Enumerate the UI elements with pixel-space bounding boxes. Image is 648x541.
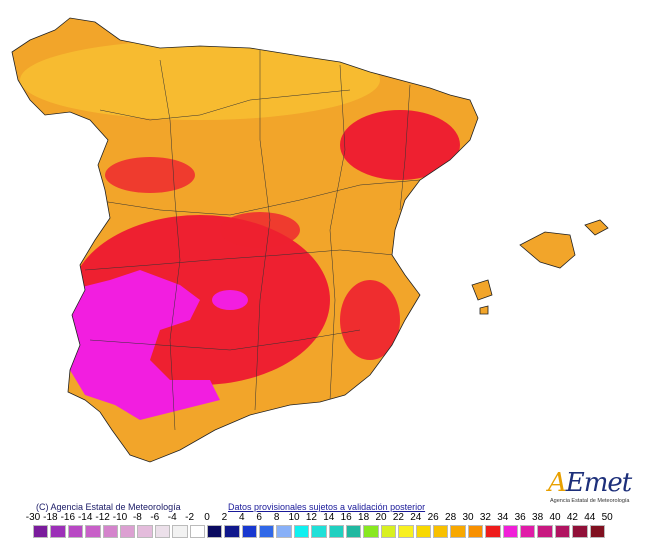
cool-north-zone (20, 40, 380, 120)
legend-swatch (154, 525, 171, 538)
legend-swatch (276, 525, 292, 538)
legend-tick-label: -14 (77, 512, 93, 523)
legend-tick-label: 42 (566, 512, 578, 523)
legend-swatch (189, 525, 205, 538)
legend-swatch (589, 525, 605, 538)
legend-tick-label: 32 (479, 512, 491, 523)
spain-temperature-map (11, 17, 609, 463)
legend-tick-label: 8 (273, 512, 280, 523)
provisional-data-link[interactable]: Datos provisionales sujetos a validación… (228, 502, 426, 512)
legend-swatch (137, 525, 153, 538)
legend-tick-label: 38 (532, 512, 544, 523)
legend-tick-label: 18 (358, 512, 370, 523)
hot-zone-center (220, 212, 300, 248)
legend-swatch (554, 525, 571, 538)
legend-tick-label: -2 (185, 512, 195, 523)
legend-tick-label: -8 (132, 512, 142, 523)
legend-tick-label: -16 (60, 512, 76, 523)
legend-swatch (328, 525, 345, 538)
logo-subtitle: Agencia Estatal de Meteorología (550, 498, 630, 504)
legend-tick-label: 22 (392, 512, 404, 523)
legend-swatch (346, 525, 362, 538)
legend-swatch (259, 525, 275, 538)
copyright-credit: (C) Agencia Estatal de Meteorología (36, 502, 181, 512)
legend-tick-label: 24 (410, 512, 422, 523)
temperature-legend-bar (33, 525, 607, 538)
legend-tick-label: 20 (375, 512, 387, 523)
legend-swatch (224, 525, 240, 538)
legend-swatch (102, 525, 118, 538)
legend-tick-label: -12 (95, 512, 110, 523)
legend-swatch (67, 525, 84, 538)
legend-swatch (241, 525, 258, 538)
legend-swatch (467, 525, 484, 538)
legend-swatch (363, 525, 379, 538)
legend-tick-label: 34 (497, 512, 509, 523)
legend-tick-label: 50 (601, 512, 613, 523)
legend-tick-label: 14 (323, 512, 335, 523)
legend-swatch (206, 525, 223, 538)
extreme-heat-spot (212, 290, 248, 310)
legend-tick-label: -4 (167, 512, 177, 523)
legend-tick-label: 36 (514, 512, 526, 523)
legend-tick-label: 2 (221, 512, 228, 523)
legend-swatch (398, 525, 414, 538)
region-borders (84, 50, 421, 431)
legend-swatch (311, 525, 327, 538)
legend-swatch (572, 525, 588, 538)
legend-tick-label: -18 (43, 512, 58, 523)
extreme-heat-zone (70, 270, 220, 420)
legend-swatch (415, 525, 431, 538)
legend-swatch (33, 525, 49, 538)
legend-tick-label: 28 (445, 512, 457, 523)
legend-tick-label: 4 (239, 512, 245, 523)
legend-tick-label: -30 (25, 512, 41, 523)
legend-swatch (172, 525, 188, 538)
legend-tick-label: 30 (462, 512, 474, 523)
legend-tick-label: -6 (150, 512, 160, 523)
legend-tick-label: 6 (256, 512, 262, 523)
legend-tick-label: 26 (427, 512, 439, 523)
balearic-islands (471, 219, 609, 315)
legend-tick-label: 44 (584, 512, 596, 523)
legend-swatch (537, 525, 553, 538)
mainland (11, 17, 479, 463)
legend-swatch (485, 525, 501, 538)
legend-labels: -30 -18 -16 -14 -12 -10 -8 -6 -4 -2 0 2 4 6 8 10 12 14 16 1… (0, 512, 648, 524)
legend-tick-label: 16 (340, 512, 352, 523)
hot-zone-murcia (340, 280, 400, 360)
legend-swatch (450, 525, 466, 538)
legend-swatch (119, 525, 136, 538)
hot-zone-northwest (105, 157, 195, 193)
legend-tick-label: 0 (204, 512, 210, 523)
hot-zone-ebro (340, 110, 460, 180)
legend-swatch (432, 525, 449, 538)
legend-swatch (380, 525, 397, 538)
legend-tick-label: 10 (288, 512, 300, 523)
legend-swatch (519, 525, 536, 538)
aemet-logo: AEmet Agencia Estatal de Meteorología (548, 468, 632, 504)
legend-tick-label: 12 (305, 512, 317, 523)
legend-tick-label: -10 (112, 512, 128, 523)
legend-swatch (293, 525, 310, 538)
legend-tick-label: 40 (549, 512, 561, 523)
legend-swatch (85, 525, 101, 538)
legend-swatch (502, 525, 518, 538)
legend-swatch (50, 525, 66, 538)
